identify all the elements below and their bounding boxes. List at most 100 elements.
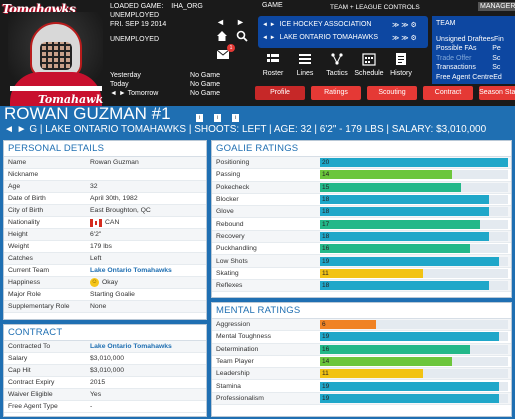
rating-value: 11 [322,269,329,277]
menu-trade-offer[interactable]: Trade Offer Sc [436,54,501,62]
player-name: ROWAN GUZMAN #1 [4,104,171,123]
search-icon[interactable] [236,30,248,42]
rating-value: 14 [322,358,330,366]
rating-bar-fill [320,381,499,391]
tab-contract[interactable]: Contract [423,86,473,100]
rating-bar-fill [320,244,471,254]
goalie-ratings-list: Positioning 20 Passing 14 Pokecheck 15 Blocker… [212,157,511,293]
schedule-button[interactable]: Schedule [354,50,384,77]
goalie-rating-row: Rebound 17 [212,218,511,231]
tab-profile[interactable]: Profile [255,86,305,100]
home-icon[interactable] [216,30,228,42]
game-info: LOADED GAME: IHA_ORG UNEMPLOYED FRI. SEP … [110,2,250,44]
table-row: Contracted To Lake Ontario Tomahawks [4,341,206,353]
goalie-rating-row: Pokecheck 15 [212,181,511,194]
mental-ratings-list: Aggression 6 Mental Toughness 19 Determinati… [212,319,511,406]
history-button[interactable]: History [386,50,416,77]
menu-possible-fas[interactable]: Possible FAs Pe [436,45,501,52]
jersey: Tomahawks [10,72,103,106]
rating-value: 18 [322,196,330,204]
rating-label: Recovery [216,232,245,240]
current-team-link[interactable]: Lake Ontario Tomahawks [90,266,172,274]
current-date: FRI. SEP 19 2014 [110,21,167,28]
mental-rating-row: Stamina 19 [212,380,511,393]
association-panel: ◄ ► ICE HOCKEY ASSOCIATION ≫ ≫ ⚙ ◄ ► LAK… [258,16,428,48]
personal-details-title: PERSONAL DETAILS [4,141,206,157]
tab-ratings[interactable]: Ratings [311,86,361,100]
table-row: City of Birth East Broughton, QC [4,205,206,217]
contract-panel: CONTRACT Contracted To Lake Ontario Tomah… [3,324,207,417]
rating-bar-fill [320,195,490,205]
goalie-helmet [30,22,82,78]
rating-bar-fill [320,344,471,354]
rating-value: 15 [322,183,330,191]
menu-unsigned-draftees[interactable]: Unsigned Draftees Fin [436,35,504,43]
table-row: Cap Hit $3,010,000 [4,365,206,377]
tab-scouting[interactable]: Scouting [367,86,417,100]
roster-button[interactable]: Roster [258,50,288,77]
rating-bar-fill [320,369,424,379]
manager-menu-label[interactable]: MANAGER [478,2,515,11]
forward-arrow-icon[interactable]: ► [236,17,245,27]
rating-bar-track: 18 [320,231,508,241]
badge-icon: i [232,114,239,122]
rating-label: Stamina [216,382,241,390]
rating-value: 6 [322,321,326,329]
personal-details-panel: PERSONAL DETAILS Name Rowan Guzman Nickna… [3,140,207,320]
mental-ratings-title: MENTAL RATINGS [212,303,511,319]
rating-value: 18 [322,232,330,240]
table-row: Nationality CAN [4,217,206,229]
rating-bar-fill [320,256,499,266]
tactics-icon [330,52,344,66]
rating-value: 16 [322,345,330,353]
table-row: Salary $3,010,000 [4,353,206,365]
rating-bar-fill [320,182,461,192]
player-summary-line: ◄ ► G | LAKE ONTARIO TOMAHAWKS | SHOOTS:… [4,124,487,135]
goalie-ratings-panel: GOALIE RATINGS Positioning 20 Passing 14 Pok… [211,140,512,298]
rating-label: Skating [216,269,239,277]
employment-status-2: UNEMPLOYED [110,36,160,43]
league-selector[interactable]: ◄ ► ICE HOCKEY ASSOCIATION ≫ ≫ ⚙ [262,21,417,29]
history-icon [394,52,408,66]
schedule-yesterday: Yesterday No Game [110,72,220,79]
happiness-smile-icon: ☺ [90,278,99,287]
badge-icon: i [196,114,203,122]
employment-status: UNEMPLOYED [110,12,160,19]
rating-value: 14 [322,171,330,179]
schedule-today: Today No Game [110,81,220,88]
team-controls-icons: ≫ ≫ ⚙ [392,34,417,42]
table-row: Name Rowan Guzman [4,157,206,169]
player-portrait: Tomahawks [8,12,103,106]
table-row: Height 6'2" [4,229,206,241]
lines-button[interactable]: Lines [290,50,320,77]
rating-bar-fill [320,320,377,330]
rating-bar-fill [320,332,499,342]
goalie-rating-row: Blocker 18 [212,194,511,207]
table-row: Waiver Eligible Yes [4,389,206,401]
goalie-rating-row: Recovery 18 [212,230,511,244]
rating-value: 19 [322,333,330,341]
game-menu-label[interactable]: GAME [262,2,283,9]
mental-rating-row: Aggression 6 [212,319,511,332]
contract-table: Contracted To Lake Ontario Tomahawks Sala… [4,341,206,413]
table-row: Catches Left [4,253,206,265]
rating-label: Professionalism [216,394,264,402]
menu-free-agent-centre[interactable]: Free Agent Centre Ed [436,73,502,81]
schedule-tomorrow[interactable]: ◄ ► Tomorrow No Game [110,90,220,97]
rating-bar-track: 18 [320,195,508,205]
tactics-button[interactable]: Tactics [322,50,352,77]
tab-season-stats[interactable]: Season Stati [479,86,515,100]
team-selector[interactable]: ◄ ► LAKE ONTARIO TOMAHAWKS ≫ ≫ ⚙ [262,34,417,42]
rating-bar-track: 16 [320,344,508,354]
mail-icon[interactable] [216,48,230,60]
contracted-team-link[interactable]: Lake Ontario Tomahawks [90,342,172,350]
rating-value: 11 [322,370,329,378]
menu-transactions[interactable]: Transactions Sc [436,64,501,71]
rating-bar-fill [320,158,508,168]
rating-value: 17 [322,220,330,228]
table-row: Free Agent Type - [4,401,206,413]
mental-rating-row: Leadership 11 [212,368,511,381]
back-arrow-icon[interactable]: ◄ [216,17,225,27]
rating-bar-track: 18 [320,207,508,217]
rating-label: Reflexes [216,282,243,290]
